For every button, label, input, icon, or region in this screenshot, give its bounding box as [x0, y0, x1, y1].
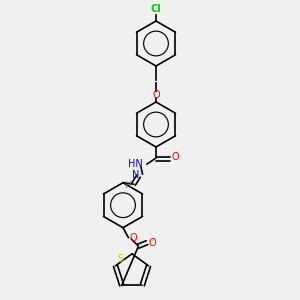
- Text: O: O: [152, 89, 160, 100]
- Text: HN: HN: [128, 159, 142, 169]
- Text: O: O: [130, 233, 137, 243]
- Text: H: H: [124, 181, 130, 190]
- Text: Cl: Cl: [151, 4, 161, 14]
- Text: N: N: [132, 169, 140, 180]
- Text: O: O: [171, 152, 178, 163]
- Text: S: S: [117, 254, 123, 264]
- Text: O: O: [148, 238, 156, 248]
